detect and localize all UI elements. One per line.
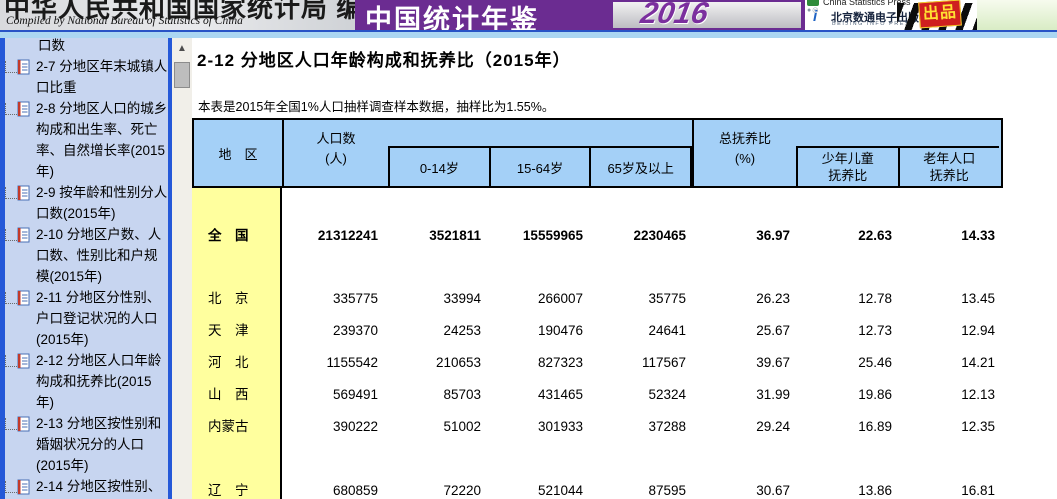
sidebar-item-2-11[interactable]: 2-11 分地区分性别、户口登记状况的人口(2015年) (5, 287, 168, 350)
region-cell: 全 国 (208, 228, 249, 243)
region-cell: 山 西 (208, 387, 249, 402)
region-cell: 北 京 (208, 291, 249, 306)
sidebar-item-label: 2-7 分地区年末城镇人口比重 (36, 59, 168, 95)
scrollbar-up-arrow-icon[interactable]: ▲ (177, 43, 187, 54)
column-header-population: 人口数 (人) (316, 131, 356, 166)
nbs-banner-section: 中华人民共和国国家统计局 编 Compiled by National Bure… (0, 0, 355, 30)
yearbook-banner-section: 中国统计年鉴 2016 (355, 0, 805, 30)
data-table: 地 区 人口数 (人) 0-14岁 15-64岁 65岁及以上 总抚养比 (%)… (192, 118, 1003, 499)
column-header-region: 地 区 (194, 120, 284, 186)
document-icon (17, 479, 33, 499)
sidebar-item-2-7[interactable]: 2-7 分地区年末城镇人口比重 (5, 56, 168, 98)
banner-divider-strip (0, 30, 1057, 38)
tree-branch-icon (5, 187, 17, 199)
sidebar-item-label: 2-10 分地区户数、人口数、性别比和户规模(2015年) (36, 227, 162, 284)
table-body: 全 国 21312241 3521811 15559965 2230465 36… (192, 220, 1003, 499)
column-header-elderly-dependency: 老年人口 抚养比 (923, 151, 976, 183)
sidebar-item-label: 2-13 分地区按性别和婚姻状况分的人口(2015年) (36, 416, 162, 473)
tree-branch-icon (5, 229, 17, 241)
yearbook-title: 中国统计年鉴 (365, 5, 539, 30)
table-header: 地 区 人口数 (人) 0-14岁 15-64岁 65岁及以上 总抚养比 (%)… (192, 118, 1003, 188)
sidebar-item-label: 2-12 分地区人口年龄构成和抚养比(2015年) (36, 353, 162, 410)
scrollbar-thumb[interactable] (174, 62, 190, 88)
age-group-header-box: 0-14岁 15-64岁 65岁及以上 (388, 146, 692, 186)
top-banner: 中华人民共和国国家统计局 编 Compiled by National Bure… (0, 0, 1057, 30)
table-row-beijing: 北 京 335775 33994 266007 35775 26.23 12.7… (192, 283, 1003, 315)
document-icon (17, 101, 33, 123)
region-cell: 天 津 (208, 323, 249, 338)
table-row-hebei: 河 北 1155542 210653 827323 117567 39.67 2… (192, 347, 1003, 379)
table-row-national: 全 国 21312241 3521811 15559965 2230465 36… (192, 220, 1003, 252)
chupin-badge: 出品 (918, 0, 962, 29)
china-statistics-press-logo-icon (807, 0, 819, 6)
toc-sidebar: 口数 2-7 分地区年末城镇人口比重 2-8 分地区人口的城乡构成和出生率、死亡… (5, 38, 168, 499)
document-icon (17, 353, 33, 375)
sidebar-item-label: 2-11 分地区分性别、户口登记状况的人口(2015年) (36, 290, 161, 347)
document-icon (17, 59, 33, 81)
page-title: 2-12 分地区人口年龄构成和抚养比（2015年） (197, 51, 571, 70)
toc-item-partial[interactable]: 口数 (38, 38, 65, 53)
sidebar-scrollbar[interactable]: ▲ (172, 38, 192, 499)
region-cell: 内蒙古 (208, 419, 249, 434)
table-view-panel: 2-12 分地区人口年龄构成和抚养比（2015年） 本表是2015年全国1%人口… (192, 38, 1057, 499)
row-group-gap (192, 443, 1003, 475)
table-row-liaoning: 辽 宁 680859 72220 521044 87595 30.67 13.8… (192, 475, 1003, 499)
document-icon (17, 185, 33, 207)
info-press-dots-icon: ●◎ (807, 7, 820, 14)
sidebar-item-2-8[interactable]: 2-8 分地区人口的城乡构成和出生率、死亡率、自然增长率(2015年) (5, 98, 168, 182)
sidebar-item-2-13[interactable]: 2-13 分地区按性别和婚姻状况分的人口(2015年) (5, 413, 168, 476)
region-cell: 河 北 (208, 355, 249, 370)
sidebar-item-2-12[interactable]: 2-12 分地区人口年龄构成和抚养比(2015年) (5, 350, 168, 413)
press2-name-en: BEIJING INFO PRESS (832, 21, 916, 27)
table-row-shanxi: 山 西 569491 85703 431465 52324 31.99 19.8… (192, 379, 1003, 411)
left-frame-border (0, 38, 5, 499)
publisher-banner-section: China Statistics Press ●◎ i 北京数通电子出版社 BE… (805, 0, 1057, 30)
sidebar-frame-border (168, 38, 172, 499)
tree-branch-icon (5, 355, 17, 367)
row-group-gap (192, 252, 1003, 283)
tree-branch-icon (5, 418, 17, 430)
region-column-background (192, 188, 282, 499)
table-row-tianjin: 天 津 239370 24253 190476 24641 25.67 12.7… (192, 315, 1003, 347)
dependency-header-box: 少年儿童 抚养比 老年人口 抚养比 (796, 146, 999, 186)
press1-name: China Statistics Press (823, 0, 911, 7)
document-icon (17, 227, 33, 249)
info-press-logo-icon: i (813, 8, 818, 25)
region-cell: 辽 宁 (208, 483, 249, 498)
sidebar-item-label: 2-14 分地区按性别、受教育程度分的6岁及以上人口 (36, 479, 162, 494)
tree-branch-icon (5, 292, 17, 304)
column-header-age-15-64: 15-64岁 (491, 148, 592, 186)
table-note: 本表是2015年全国1%人口抽样调查样本数据，抽样比为1.55%。 (198, 100, 555, 114)
document-icon (17, 416, 33, 438)
document-icon (17, 290, 33, 312)
nbs-subtitle: Compiled by National Bureau of Statistic… (6, 15, 243, 27)
sidebar-item-label: 2-9 按年龄和性别分人口数(2015年) (36, 185, 168, 221)
column-header-age-65plus: 65岁及以上 (607, 160, 674, 176)
sidebar-item-label: 2-8 分地区人口的城乡构成和出生率、死亡率、自然增长率(2015年) (36, 101, 168, 179)
column-header-child-dependency: 少年儿童 抚养比 (798, 148, 900, 186)
column-header-age-0-14: 0-14岁 (390, 148, 491, 186)
tree-branch-icon (5, 481, 17, 493)
sidebar-item-2-14[interactable]: 2-14 分地区按性别、受教育程度分的6岁及以上人口 (5, 476, 168, 499)
sidebar-item-2-9[interactable]: 2-9 按年龄和性别分人口数(2015年) (5, 182, 168, 224)
banner-right-fill (977, 0, 1057, 30)
tree-branch-icon (5, 103, 17, 115)
nbs-title: 中华人民共和国国家统计局 编 (4, 0, 355, 23)
yearbook-year: 2016 (638, 2, 711, 28)
table-row-neimenggu: 内蒙古 390222 51002 301933 37288 29.24 16.8… (192, 411, 1003, 443)
tree-branch-icon (5, 61, 17, 73)
sidebar-item-2-10[interactable]: 2-10 分地区户数、人口数、性别比和户规模(2015年) (5, 224, 168, 287)
column-header-total-dependency: 总抚养比 (%) (692, 120, 796, 186)
year-panel: 2016 (613, 2, 801, 28)
